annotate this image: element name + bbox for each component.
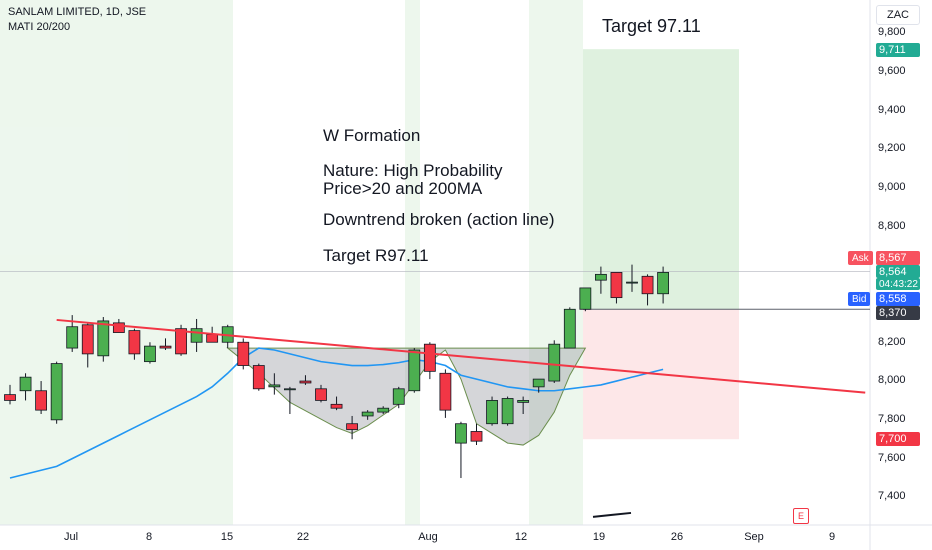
x-tick: 19: [592, 531, 606, 543]
x-tick: 9: [828, 531, 836, 543]
ma20-line: [9, 347, 664, 479]
candle-body: [206, 334, 219, 343]
y-tick: 7,400: [878, 490, 906, 502]
candle-body: [237, 341, 250, 366]
bid-label: Bid: [848, 292, 871, 306]
candle-body: [283, 388, 296, 391]
candle-body: [315, 388, 327, 401]
candle-body: [595, 273, 607, 281]
y-tick: 7,800: [878, 413, 906, 425]
downtrend-line: [56, 318, 866, 394]
bid-price-badge: 8,558: [876, 292, 920, 306]
candle-body: [175, 328, 187, 355]
candle-body: [548, 343, 561, 382]
y-tick: 9,200: [878, 142, 906, 154]
candle-body: [299, 380, 312, 384]
ask-price-badge: 8,567: [876, 251, 920, 265]
price-note: Price>20 and 200MA: [323, 179, 483, 198]
ask-label: Ask: [848, 251, 873, 265]
y-tick: 8,000: [878, 374, 906, 386]
candle-body: [361, 411, 374, 417]
x-tick: 15: [220, 531, 234, 543]
y-tick: 9,600: [878, 65, 906, 77]
candle-body: [268, 384, 281, 388]
y-tick: 9,800: [878, 26, 906, 38]
indicator-label[interactable]: MATI 20/200: [8, 21, 71, 33]
candle-body: [35, 390, 47, 411]
candle-body: [657, 272, 669, 295]
countdown-badge: 04:43:22: [876, 278, 920, 290]
candle-body: [97, 320, 110, 357]
candle-body: [50, 363, 63, 421]
formation-note: W Formation: [323, 126, 421, 145]
x-tick: 22: [296, 531, 310, 543]
candle-body: [4, 394, 16, 401]
session-band: [405, 0, 420, 525]
candle-body: [66, 326, 79, 349]
candle-body: [128, 330, 141, 355]
candle-body: [517, 400, 530, 403]
target-note: Target R97.11: [323, 246, 429, 265]
x-tick: Aug: [418, 531, 438, 543]
last-price-badge: 8,564: [876, 265, 920, 278]
stop-price-badge: 7,700: [876, 432, 920, 446]
currency-selector[interactable]: ZAC: [876, 5, 920, 25]
candle-body: [455, 423, 467, 444]
candle-body: [330, 403, 343, 409]
candle-body: [501, 398, 514, 425]
entry-price-badge: 8,370: [876, 306, 920, 320]
candle-body: [377, 407, 390, 413]
x-tick: 12: [514, 531, 528, 543]
candle-body: [81, 324, 94, 355]
y-tick: 7,600: [878, 452, 906, 464]
candle-body: [486, 400, 498, 425]
candle-body: [563, 308, 576, 349]
candle-body: [470, 431, 483, 442]
candle-body: [408, 349, 421, 392]
symbol-title[interactable]: SANLAM LIMITED, 1D, JSE: [8, 6, 147, 18]
x-tick: 26: [670, 531, 684, 543]
candle-body: [144, 345, 156, 363]
candle-body: [532, 378, 545, 388]
y-tick: 8,200: [878, 336, 906, 348]
y-tick: 9,000: [878, 181, 906, 193]
x-tick: Jul: [63, 531, 79, 543]
candle-body: [190, 328, 203, 343]
target-zone: [583, 49, 739, 310]
candle-body: [579, 287, 592, 310]
candle-body: [610, 272, 623, 299]
candle-body: [626, 281, 638, 284]
x-tick: 8: [145, 531, 153, 543]
target-label: Target 97.11: [602, 16, 701, 36]
y-tick: 9,400: [878, 104, 906, 116]
y-tick: 8,800: [878, 220, 906, 232]
target-price-badge: 9,711: [876, 43, 920, 57]
candle-body: [252, 365, 265, 390]
candle-body: [112, 322, 125, 333]
x-tick: Sep: [744, 531, 764, 543]
candle-body: [346, 423, 359, 430]
earnings-marker[interactable]: E: [793, 508, 809, 524]
downtrend-note: Downtrend broken (action line): [323, 210, 555, 229]
ma200-line: [592, 511, 632, 518]
candle-body: [392, 388, 405, 405]
candle-body: [19, 376, 32, 392]
candle-body: [439, 372, 452, 411]
session-band: [529, 0, 583, 525]
candle-body: [159, 345, 172, 349]
candle-body: [641, 275, 654, 295]
session-band: [0, 0, 233, 525]
candle-body: [423, 343, 436, 372]
nature-note: Nature: High Probability: [323, 161, 503, 180]
